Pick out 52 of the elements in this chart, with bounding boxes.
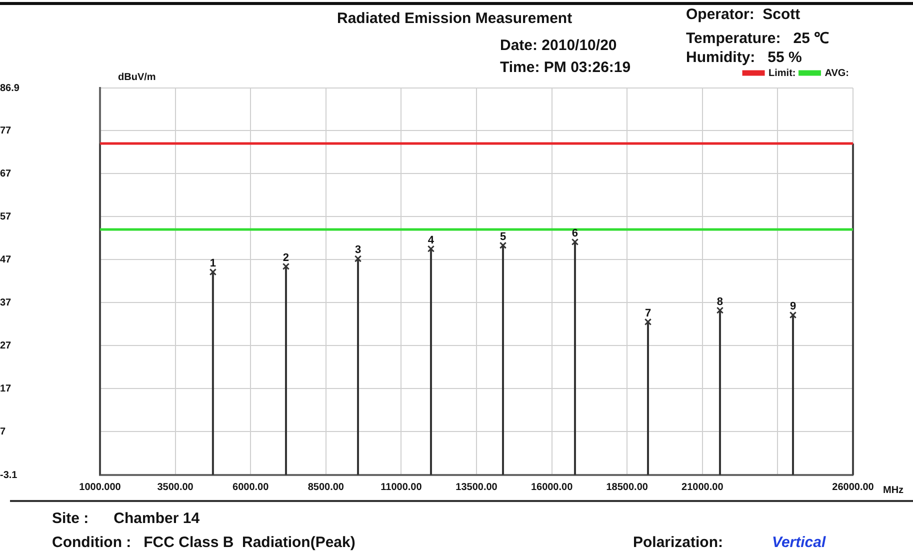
- text: Temperature: 25 ℃: [686, 29, 830, 47]
- x-tick-label: 11000.00: [380, 482, 422, 493]
- annotation: 7: [644, 307, 652, 320]
- y-tick-label: 17: [0, 383, 12, 394]
- point: [427, 245, 435, 252]
- annotation: 5: [500, 230, 506, 243]
- x-tick-label: 8500.00: [308, 482, 344, 493]
- annotation: 8: [716, 296, 724, 308]
- y-axis-title: dBuV/m: [118, 72, 156, 83]
- text: Date: 2010/10/20: [500, 37, 617, 54]
- y-tick-label: 27: [0, 340, 12, 352]
- chart-title: Radiated Emission Measurement: [337, 10, 572, 27]
- point: [571, 238, 579, 246]
- y-tick-label: 57: [0, 211, 12, 222]
- x-axis-title: MHz: [883, 484, 904, 496]
- annotation: 4: [428, 234, 435, 246]
- point: [789, 311, 797, 319]
- point: [716, 306, 724, 314]
- y-tick-label: 47: [0, 254, 12, 266]
- annotation: 2: [282, 252, 290, 264]
- point: [499, 242, 507, 249]
- text: Time: PM 03:26:19: [500, 59, 631, 76]
- x-tick-label: 16000.00: [530, 482, 574, 493]
- x-tick-label: 26000.00: [832, 482, 874, 493]
- x-tick-label: 1000.000: [79, 482, 122, 493]
- y-tick-label: -3.1: [0, 470, 18, 481]
- y-tick-label: 7: [0, 426, 6, 438]
- legend-label: AVG:: [824, 68, 850, 79]
- text: Humidity: 55 %: [686, 49, 802, 66]
- annotation: 6: [572, 227, 578, 240]
- text: Operator: Scott: [686, 6, 800, 23]
- point: [354, 255, 362, 262]
- text: Vertical: [772, 534, 826, 551]
- y-tick-label: 77: [0, 125, 12, 136]
- x-tick-label: 3500.00: [157, 482, 194, 493]
- annotation: 9: [790, 300, 796, 313]
- text: Polarization:: [633, 534, 724, 551]
- point: [282, 262, 290, 270]
- text: Site : Chamber 14: [52, 510, 200, 527]
- text: Condition : FCC Class B Radiation(Peak): [52, 534, 356, 551]
- point: [209, 268, 217, 276]
- y-tick-label: 37: [0, 297, 12, 308]
- x-tick-label: 21000.00: [682, 482, 724, 493]
- legend-label: Limit:: [768, 68, 796, 79]
- x-tick-label: 6000.00: [232, 482, 270, 493]
- x-tick-label: 13500.00: [456, 482, 498, 493]
- x-tick-label: 18500.00: [606, 482, 648, 493]
- annotation: 3: [354, 244, 362, 256]
- point: [644, 318, 652, 326]
- y-tick-label: 86.9: [0, 82, 20, 94]
- annotation: 1: [210, 258, 216, 270]
- y-tick-label: 67: [0, 168, 12, 180]
